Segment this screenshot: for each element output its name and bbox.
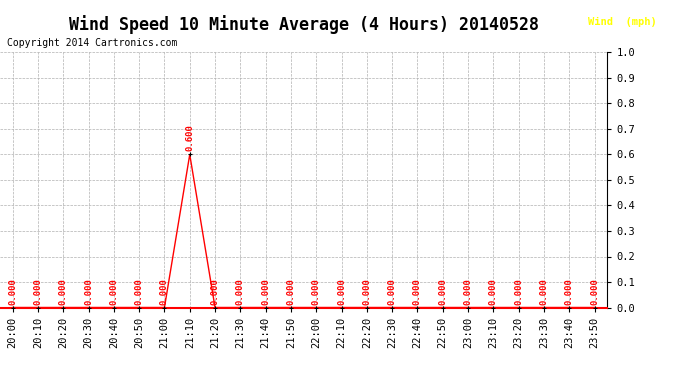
Text: 0.000: 0.000 (540, 279, 549, 306)
Text: 0.000: 0.000 (135, 279, 144, 306)
Text: 0.000: 0.000 (33, 279, 43, 306)
Text: 0.000: 0.000 (464, 279, 473, 306)
Text: 0.600: 0.600 (185, 124, 195, 151)
Text: 0.000: 0.000 (312, 279, 321, 306)
Text: 0.000: 0.000 (489, 279, 498, 306)
Text: 0.000: 0.000 (236, 279, 245, 306)
Text: 0.000: 0.000 (261, 279, 270, 306)
Text: 0.000: 0.000 (160, 279, 169, 306)
Text: 0.000: 0.000 (564, 279, 574, 306)
Text: 0.000: 0.000 (514, 279, 523, 306)
Text: Wind  (mph): Wind (mph) (589, 16, 657, 27)
Text: 0.000: 0.000 (286, 279, 295, 306)
Text: 0.000: 0.000 (210, 279, 219, 306)
Text: 0.000: 0.000 (59, 279, 68, 306)
Text: 0.000: 0.000 (8, 279, 17, 306)
Text: 0.000: 0.000 (590, 279, 599, 306)
Text: 0.000: 0.000 (413, 279, 422, 306)
Text: Copyright 2014 Cartronics.com: Copyright 2014 Cartronics.com (7, 38, 177, 48)
Text: Wind Speed 10 Minute Average (4 Hours) 20140528: Wind Speed 10 Minute Average (4 Hours) 2… (68, 15, 539, 34)
Text: 0.000: 0.000 (84, 279, 93, 306)
Text: 0.000: 0.000 (438, 279, 447, 306)
Text: 0.000: 0.000 (388, 279, 397, 306)
Text: 0.000: 0.000 (109, 279, 119, 306)
Text: 0.000: 0.000 (362, 279, 371, 306)
Text: 0.000: 0.000 (337, 279, 346, 306)
